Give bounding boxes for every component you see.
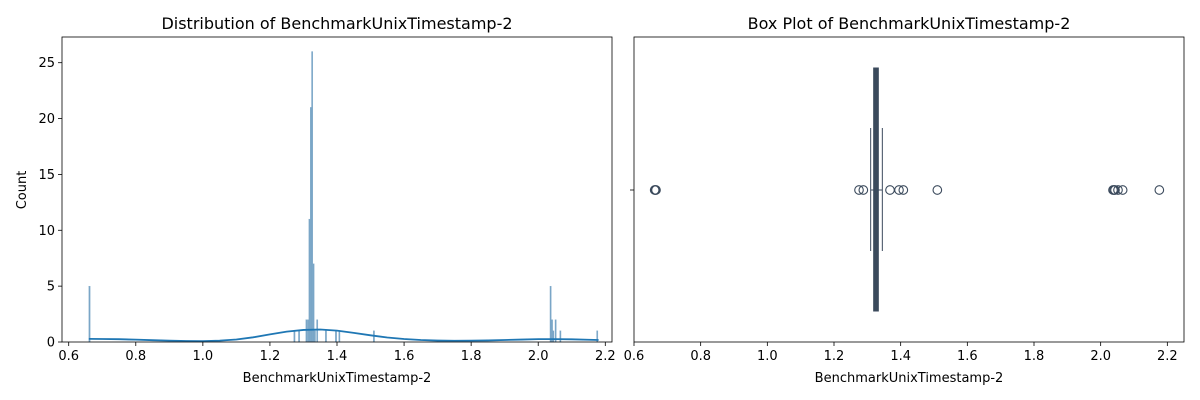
histogram-y-tick-label: 10 [38, 224, 55, 239]
boxplot-title: Box Plot of BenchmarkUnixTimestamp-2 [748, 14, 1071, 33]
histogram-title: Distribution of BenchmarkUnixTimestamp-2 [161, 14, 512, 33]
histogram-y-ticks: 0 5 10 15 20 25 [38, 56, 62, 351]
kde-curve [88, 328, 599, 343]
boxplot-outlier [885, 185, 895, 195]
histogram-bar [325, 330, 327, 343]
boxplot-x-tick-label: 0.8 [690, 349, 711, 364]
histogram-x-tick-label: 1.0 [193, 349, 214, 364]
histogram-bar [559, 330, 562, 343]
boxplot-outlier [651, 185, 661, 195]
histogram-x-tick-label: 1.8 [461, 349, 482, 364]
histogram-bar [293, 330, 296, 343]
histogram-bar [88, 285, 91, 343]
boxplot-outlier [898, 185, 909, 195]
histogram-y-tick-label: 15 [38, 168, 55, 183]
histogram-x-tick-label: 0.8 [125, 349, 146, 364]
histogram-x-tick-label: 2.0 [528, 349, 549, 364]
histogram-bar [316, 319, 319, 343]
boxplot-outlier [932, 185, 943, 195]
histogram-x-ticks: 0.6 0.8 1.0 1.2 1.4 1.6 1.8 2.0 2.2 [58, 342, 616, 364]
histogram-x-tick-label: 1.2 [260, 349, 281, 364]
boxplot-outlier [894, 185, 904, 195]
boxplot-outliers [649, 185, 1165, 195]
histogram-x-tick-label: 2.2 [595, 349, 616, 364]
histogram-bar [308, 218, 311, 343]
boxplot-x-tick-label: 0.6 [624, 349, 645, 364]
histogram-bar [335, 330, 337, 343]
histogram-x-tick-label: 1.4 [327, 349, 348, 364]
boxplot-x-tick-label: 1.8 [1024, 349, 1045, 364]
boxplot-outlier [1110, 185, 1120, 195]
boxplot-x-tick-label: 1.2 [824, 349, 845, 364]
histogram-bar [298, 330, 300, 343]
histogram-bar [552, 330, 555, 343]
histogram-y-tick-label: 20 [38, 112, 55, 127]
histogram-y-tick-label: 25 [38, 56, 55, 71]
histogram-bar [311, 51, 314, 343]
histogram-bar [305, 319, 308, 343]
histogram-x-tick-label: 1.6 [394, 349, 415, 364]
histogram-x-axis-label: BenchmarkUnixTimestamp-2 [243, 371, 432, 386]
histogram-plot-frame [61, 36, 613, 343]
boxplot-outlier [1117, 185, 1128, 195]
histogram-bar [307, 319, 309, 343]
boxplot-outlier [854, 185, 864, 195]
histogram-bar [549, 285, 552, 343]
histogram-x-tick-label: 0.6 [58, 349, 79, 364]
histogram-bars [88, 51, 599, 343]
boxplot-x-tick-label: 2.0 [1090, 349, 1111, 364]
boxplot-body [870, 67, 883, 312]
boxplot-x-tick-label: 1.0 [757, 349, 778, 364]
boxplot-x-tick-label: 1.6 [957, 349, 978, 364]
histogram-bar [314, 330, 316, 343]
histogram-bar [338, 330, 341, 343]
boxplot-outlier [1113, 185, 1123, 195]
boxplot-outlier [858, 185, 869, 195]
boxplot-plot-frame [633, 36, 1185, 343]
histogram-y-tick-label: 5 [47, 280, 55, 295]
histogram-y-tick-label: 0 [47, 336, 55, 351]
boxplot-x-tick-label: 2.2 [1157, 349, 1178, 364]
boxplot-x-axis-label: BenchmarkUnixTimestamp-2 [815, 371, 1004, 386]
boxplot-x-ticks: 0.6 0.8 1.0 1.2 1.4 1.6 1.8 2.0 2.2 [624, 342, 1178, 364]
histogram-bar [310, 107, 312, 343]
boxplot-x-tick-label: 1.4 [890, 349, 911, 364]
boxplot-outlier [1154, 185, 1165, 195]
histogram-subplot: Distribution of BenchmarkUnixTimestamp-2… [15, 14, 616, 386]
histogram-y-axis-label: Count [15, 171, 30, 210]
boxplot-subplot: Box Plot of BenchmarkUnixTimestamp-2 0.6… [624, 14, 1185, 386]
